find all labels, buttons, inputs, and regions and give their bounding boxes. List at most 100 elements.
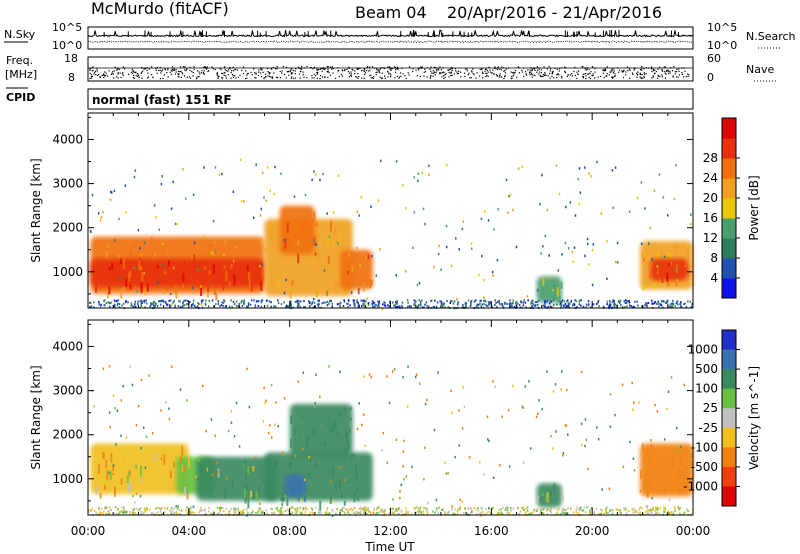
echo-cell [170,512,173,515]
echo-cell [567,513,570,516]
echo-cell [118,254,121,262]
echo-cell [140,513,142,516]
freq-dot [514,71,516,74]
echo-cell [481,507,483,510]
echo-cell [382,431,384,435]
echo-cell [599,513,602,516]
echo-cell [315,173,317,176]
echo-cell [578,303,581,306]
echo-cell [649,226,652,230]
echo-cell [337,174,340,177]
echo-cell [205,299,207,302]
freq-dot [116,68,118,70]
echo-region [340,249,373,290]
freq-dot [674,71,677,73]
freq-dot [189,69,191,72]
echo-cell [200,301,203,304]
freq-dot [439,73,441,75]
freq-dot [438,69,440,71]
freq-dot [203,70,205,72]
echo-cell [93,266,96,273]
echo-cell [636,510,638,513]
freq-dot [608,74,610,76]
echo-cell [362,302,365,305]
echo-cell [556,509,559,512]
x-tick-label: 12:00 [373,524,408,538]
freq-dot [396,66,399,68]
freq-dot [332,72,334,74]
freq-dot [603,70,605,72]
echo-cell [326,304,329,307]
echo-cell [200,285,202,288]
echo-cell [234,512,237,515]
echo-cell [336,508,338,511]
echo-cell [580,299,582,302]
echo-cell [318,303,320,306]
freq-dot [641,66,643,68]
echo-cell [307,300,310,303]
echo-cell [598,512,600,515]
echo-cell [250,511,253,514]
echo-cell [351,265,354,272]
echo-cell [181,305,184,308]
freq-dot [167,76,169,78]
beam-label: Beam 04 [355,3,427,22]
freq-dot [398,77,400,79]
echo-cell [574,299,576,302]
freq-dot [542,75,544,78]
freq-dot [260,76,263,78]
freq-dot [199,73,201,75]
echo-cell [687,510,689,513]
freq-dot [313,77,315,79]
echo-cell [540,252,542,255]
echo-cell [353,299,356,302]
freq-dot [547,75,549,77]
freq-dot [254,76,256,79]
echo-cell [290,300,292,303]
echo-cell [589,509,591,512]
echo-cell [262,481,264,484]
freq-dot [613,71,615,73]
echo-cell [573,302,576,305]
freq-dot [454,68,456,70]
freq-dot [103,73,105,75]
freq-dot [329,74,332,76]
echo-cell [140,299,143,302]
echo-cell [659,507,662,510]
freq-dot [177,70,180,73]
echo-cell [648,481,651,485]
echo-cell [651,258,653,261]
freq-dot [353,73,356,75]
freq-dot [489,71,491,73]
echo-cell [670,302,673,305]
freq-dot [688,74,690,76]
echo-cell [558,507,561,510]
echo-cell [164,507,166,510]
freq-dot [667,70,670,72]
echo-cell [504,508,507,511]
freq-dot [195,77,198,80]
freq-dot [564,71,566,73]
echo-cell [658,173,661,176]
echo-cell [190,512,193,515]
freq-dot [388,66,390,68]
freq-dot [431,72,433,74]
echo-cell [515,302,517,305]
echo-cell [666,300,668,303]
echo-cell [120,434,122,437]
echo-cell [343,300,346,303]
echo-cell [279,238,281,242]
freq-dot [443,72,445,74]
echo-cell [646,506,649,509]
echo-cell [606,239,608,243]
echo-cell [619,301,621,304]
echo-cell [402,375,404,379]
echo-cell [200,286,203,296]
freq-dot [472,72,474,75]
cpid-label: CPID [6,91,35,104]
echo-cell [437,252,440,256]
echo-cell [644,510,647,513]
echo-cell [394,509,397,512]
echo-cell [168,417,171,421]
echo-cell [254,456,257,460]
